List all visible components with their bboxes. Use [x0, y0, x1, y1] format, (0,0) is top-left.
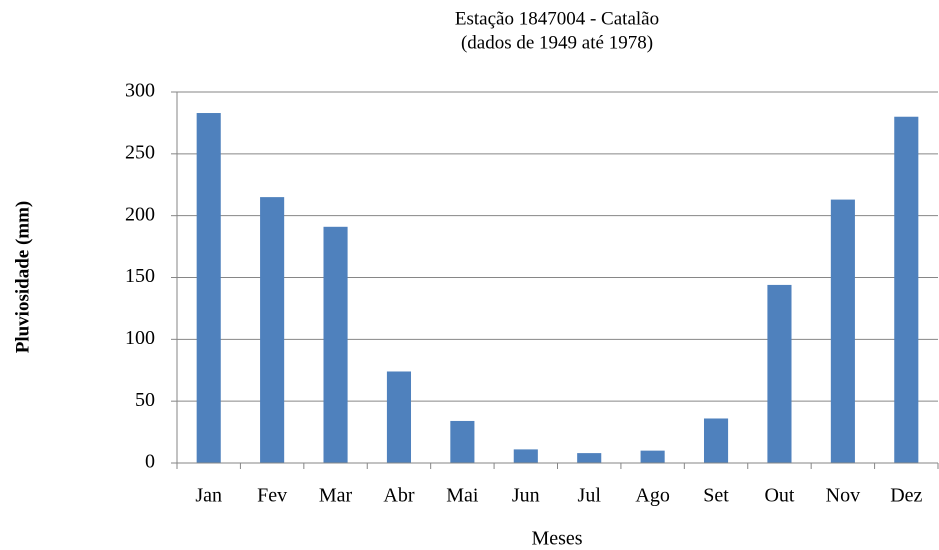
- x-axis-label: Meses: [531, 528, 582, 550]
- y-tick-label: 50: [135, 389, 155, 411]
- y-tick-label: 150: [125, 265, 155, 287]
- y-tick-label: 200: [125, 203, 155, 225]
- x-tick-label: Mar: [319, 485, 353, 507]
- x-tick-label: Mai: [446, 485, 479, 507]
- bar: [513, 449, 538, 463]
- bar: [323, 226, 348, 463]
- y-tick-label: 0: [145, 451, 155, 473]
- bar: [703, 418, 729, 463]
- bar: [196, 113, 221, 464]
- x-tick-label: Out: [764, 485, 794, 507]
- bar: [894, 116, 919, 463]
- x-tick-label: Set: [703, 485, 729, 507]
- y-tick-label: 250: [125, 141, 155, 163]
- y-tick-label: 300: [125, 80, 155, 102]
- y-tick-label: 100: [125, 327, 155, 349]
- bar: [386, 371, 412, 463]
- x-tick-label: Jan: [195, 485, 222, 507]
- bar: [830, 199, 855, 463]
- bar: [640, 450, 665, 463]
- bar: [450, 420, 475, 463]
- x-tick-label: Dez: [890, 485, 922, 507]
- bar: [260, 197, 285, 463]
- x-tick-label: Abr: [383, 485, 414, 507]
- bar: [767, 284, 792, 463]
- y-axis-label: Pluviosidade (mm): [12, 201, 33, 354]
- chart-subtitle: (dados de 1949 até 1978): [461, 32, 653, 53]
- x-tick-label: Nov: [826, 485, 860, 507]
- x-tick-label: Jul: [578, 485, 602, 507]
- bar: [577, 453, 602, 463]
- x-tick-label: Jun: [512, 485, 540, 507]
- x-tick-label: Fev: [257, 485, 287, 507]
- chart-title: Estação 1847004 - Catalão: [455, 8, 659, 29]
- x-tick-label: Ago: [635, 485, 669, 507]
